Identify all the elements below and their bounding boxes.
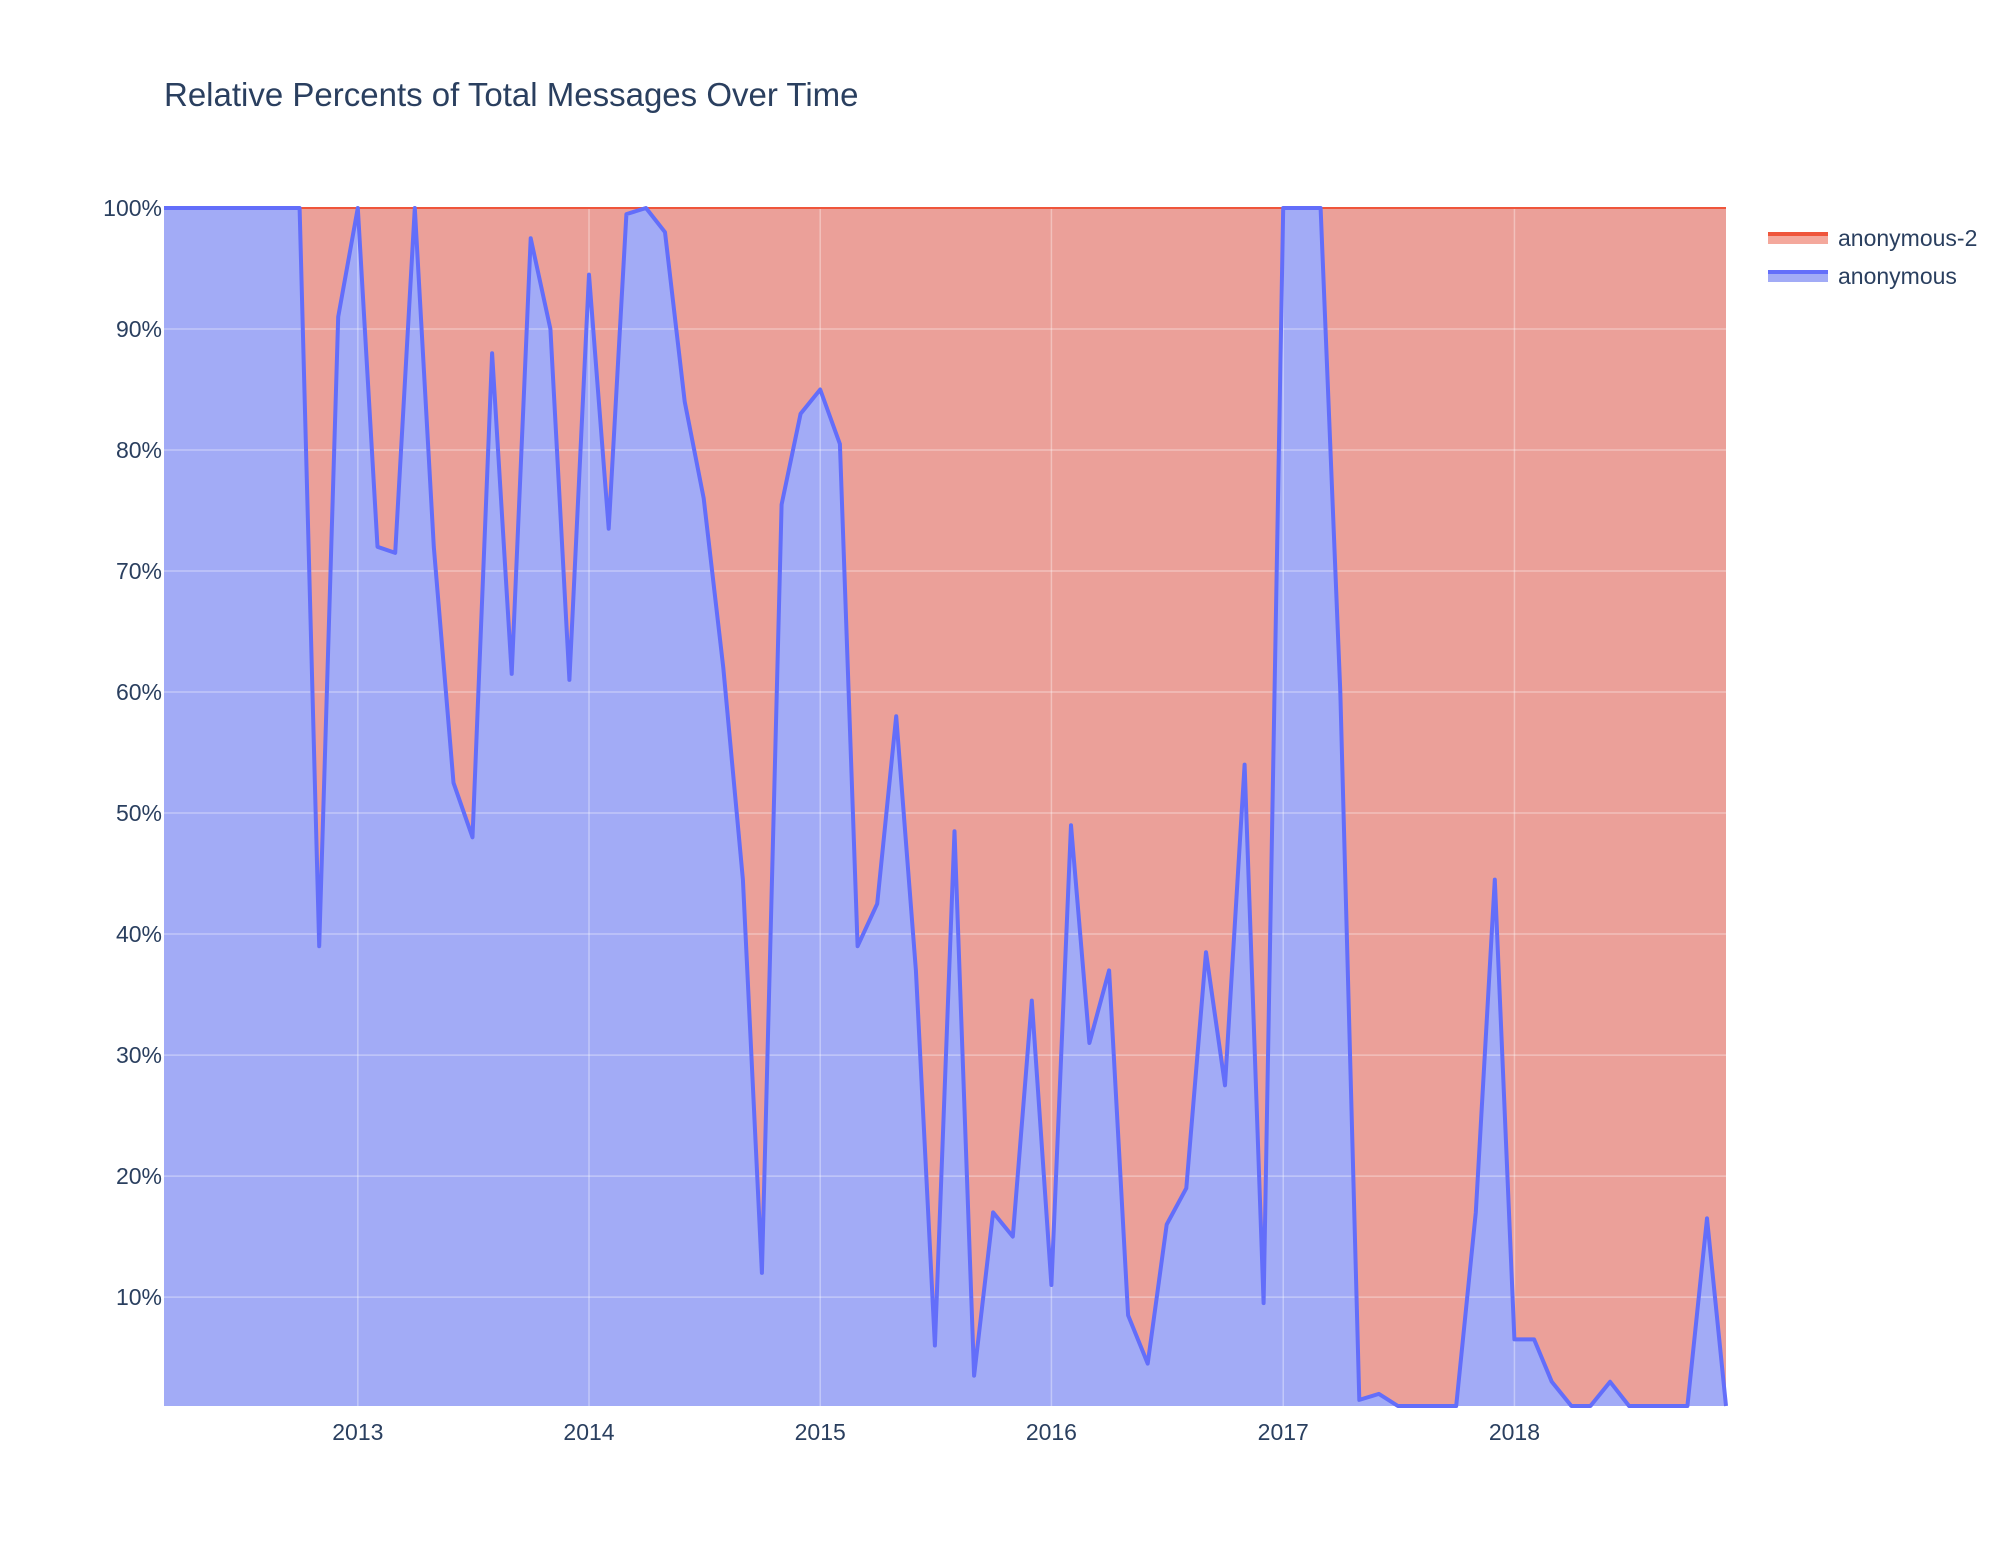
series-line-anonymous bbox=[164, 206, 1728, 1408]
plot-area[interactable] bbox=[164, 206, 1728, 1408]
y-tick-label: 20% bbox=[116, 1163, 162, 1189]
chart-title: Relative Percents of Total Messages Over… bbox=[164, 76, 859, 113]
legend-swatch-anonymous-2 bbox=[1768, 234, 1828, 244]
y-tick-label: 100% bbox=[103, 195, 162, 221]
y-tick-label: 10% bbox=[116, 1284, 162, 1310]
x-tick-label: 2014 bbox=[563, 1419, 614, 1445]
y-axis: 10% 20% 30% 40% 50% 60% 70% 80% 90% 100% bbox=[103, 195, 162, 1310]
x-tick-label: 2015 bbox=[795, 1419, 846, 1445]
x-gridlines bbox=[357, 208, 1516, 1406]
y-tick-label: 90% bbox=[116, 316, 162, 342]
legend-label-anonymous-2: anonymous-2 bbox=[1838, 225, 1977, 251]
y-tick-label: 70% bbox=[116, 558, 162, 584]
x-tick-label: 2016 bbox=[1026, 1419, 1077, 1445]
legend-swatch-anonymous bbox=[1768, 272, 1828, 282]
legend-item-anonymous[interactable]: anonymous bbox=[1768, 263, 1957, 289]
x-axis: 2013 2014 2015 2016 2017 2018 bbox=[332, 1419, 1540, 1445]
legend[interactable]: anonymous-2 anonymous bbox=[1768, 225, 1977, 289]
series-area-anonymous bbox=[164, 208, 1726, 1406]
legend-label-anonymous: anonymous bbox=[1838, 263, 1957, 289]
y-tick-label: 50% bbox=[116, 800, 162, 826]
legend-item-anonymous-2[interactable]: anonymous-2 bbox=[1768, 225, 1977, 251]
x-tick-label: 2017 bbox=[1258, 1419, 1309, 1445]
y-tick-label: 40% bbox=[116, 921, 162, 947]
y-tick-label: 80% bbox=[116, 437, 162, 463]
x-tick-label: 2013 bbox=[332, 1419, 383, 1445]
x-tick-label: 2018 bbox=[1489, 1419, 1540, 1445]
y-tick-label: 30% bbox=[116, 1042, 162, 1068]
y-tick-label: 60% bbox=[116, 679, 162, 705]
